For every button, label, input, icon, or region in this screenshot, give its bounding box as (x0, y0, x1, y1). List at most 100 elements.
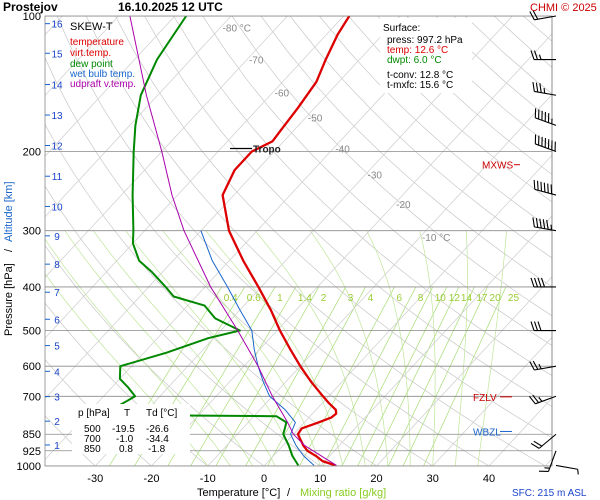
table-row-700-t: -1.0 (116, 434, 134, 445)
wind-barb (555, 464, 579, 475)
legend-temperature: temperature (70, 37, 124, 48)
moist-adiabat (477, 230, 507, 466)
isotherm-label: -50 (308, 113, 323, 124)
legend-updraft: udpraft v.temp. (70, 79, 136, 90)
altitude-tick-label: 4 (54, 367, 60, 378)
wind-barb-staff (535, 117, 557, 126)
y-axis-title: Pressure [hPa] (3, 263, 15, 336)
mixing-ratio-label: 4 (368, 293, 374, 304)
dry-adiabat (144, 16, 552, 407)
isotherm-line (45, 16, 119, 97)
y-axis-title-separator: / (3, 248, 15, 252)
pressure-tick-label: 400 (23, 282, 41, 294)
wind-barb-staff (535, 395, 557, 405)
sounding-datetime: 16.10.2025 12 UTC (118, 0, 223, 14)
table-row-700-td: -34.4 (146, 434, 169, 445)
wind-barb-flag (532, 81, 535, 92)
isotherm-line (151, 33, 552, 466)
mixing-ratio-label: 0.6 (247, 293, 261, 304)
wind-barb-staff (534, 90, 557, 96)
moist-adiabat (64, 230, 254, 466)
altitude-tick-label: 7 (54, 288, 60, 299)
altitude-tick-label: 16 (51, 20, 63, 31)
wind-barb-staff (538, 433, 557, 449)
wind-barb-flag (528, 396, 536, 405)
surface-dwpt: dwpt: 6.0 °C (387, 55, 442, 66)
mixing-ratio-label: 2 (321, 293, 327, 304)
dry-adiabat (348, 16, 552, 203)
mixing-ratio-label: 10 (435, 293, 447, 304)
sounding-curves (91, 16, 351, 466)
table-header-td: Td [°C] (146, 408, 177, 419)
table-row-500-t: -19.5 (112, 424, 135, 435)
isotherm-line (544, 458, 552, 466)
series-wet-bulb-temp (200, 230, 315, 466)
wind-barb (530, 433, 557, 449)
wind-barb (538, 450, 557, 472)
wind-barb-flag (530, 321, 535, 331)
mixing-ratio-label: 17 (476, 293, 488, 304)
isotherm-line (319, 215, 552, 466)
wind-barb-flag (539, 83, 542, 93)
wind-barb-flag (540, 181, 543, 192)
wind-barb (529, 10, 557, 21)
wind-barb-flag (546, 219, 549, 230)
isotherm-line (45, 16, 401, 400)
wind-barb-flag (540, 277, 546, 288)
altitude-tick-label: 14 (51, 81, 63, 92)
wind-barb-half-flag (538, 54, 542, 60)
wind-barb-flag (532, 217, 535, 227)
dry-adiabat (173, 16, 552, 377)
surface-tconv: t-conv: 12.8 °C (387, 70, 453, 81)
temperature-tick-label: 20 (370, 473, 382, 485)
wind-barb-staff (547, 450, 557, 472)
surface-tmxfc: t-mxfc: 15.6 °C (387, 80, 453, 91)
altitude-tick-label: 11 (52, 172, 63, 183)
wind-barb-flag (537, 180, 539, 191)
wind-barb-flag (535, 218, 539, 228)
isotherm-line (45, 16, 176, 157)
moist-adiabat (45, 238, 231, 466)
surface-press: press: 997.2 hPa (387, 35, 463, 46)
wind-barb-flag (530, 442, 540, 449)
wind-barb-half-flag (577, 469, 579, 475)
level-label-mxws: MXWS (482, 161, 513, 172)
temperature-tick-label: 10 (314, 473, 326, 485)
mixing-ratio-label: 0.4 (224, 293, 238, 304)
wind-barb-staff (535, 143, 557, 152)
altitude-tick-label: 3 (54, 393, 60, 404)
wind-barb-flag (532, 360, 539, 370)
isotherm-line (263, 154, 552, 466)
table-row-850-t: 0.8 (119, 444, 133, 455)
temperature-tick-label: -30 (87, 473, 103, 485)
temperature-tick-label: 40 (483, 473, 495, 485)
x-axis-title-mixing: Mixing ratio [g/kg] (300, 487, 386, 499)
wind-barb-flag (529, 361, 535, 371)
table-header-p: p [hPa] (78, 408, 110, 419)
wind-barb-flag (532, 394, 540, 403)
wind-barb-staff (534, 188, 557, 196)
altitude-tick-label: 8 (54, 260, 60, 271)
isotherm-label: -20 (396, 200, 411, 211)
isotherm-line (45, 16, 344, 339)
wind-barb-half-flag (538, 363, 542, 370)
wind-barb (534, 108, 557, 126)
pressure-tick-label: 600 (23, 361, 41, 373)
pressure-tick-label: 300 (23, 226, 41, 238)
wind-barb-staff (534, 365, 557, 371)
wind-barb-flag (533, 321, 539, 331)
table-row-500-p: 500 (84, 424, 101, 435)
moist-adiabat (162, 230, 321, 466)
wind-barb (528, 394, 557, 405)
wind-barb-flag (543, 182, 546, 193)
moist-adiabat (205, 230, 344, 466)
dry-adiabat (260, 16, 552, 288)
mixing-ratio-line (402, 286, 488, 466)
wind-barb-half-flag (550, 224, 553, 230)
table-row-850-td: -1.8 (148, 444, 166, 455)
mixing-ratio-line (245, 286, 347, 466)
dry-adiabat (202, 16, 552, 346)
altitude-tick-label: 13 (51, 111, 63, 122)
surface-elevation: SFC: 215 m ASL (512, 488, 587, 499)
isotherm-label: -70 (249, 56, 264, 67)
